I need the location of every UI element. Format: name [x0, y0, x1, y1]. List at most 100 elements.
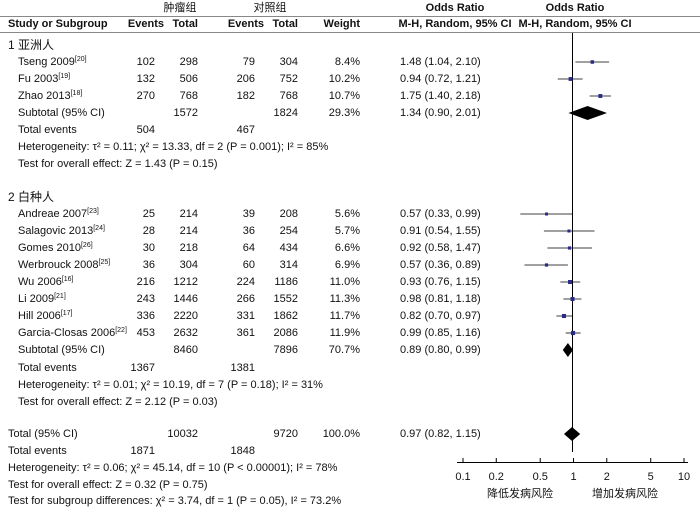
total2-cell: 2086 [273, 327, 298, 339]
total-events-label: Total events [18, 362, 77, 374]
ci-cell: 1.34 (0.90, 2.01) [400, 107, 481, 119]
study-name: Tseng 2009 [18, 56, 75, 68]
total1-column-header: Total [172, 18, 198, 30]
study-square [568, 77, 573, 81]
study-ref: [21] [54, 293, 66, 300]
events2-cell: 182 [236, 90, 255, 102]
total1-cell: 1212 [173, 276, 198, 288]
ci-cell: 0.93 (0.76, 1.15) [400, 276, 481, 288]
events2-cell: 1848 [230, 445, 255, 457]
pooled-diamond [568, 106, 608, 120]
study-square [570, 296, 575, 302]
events1-cell: 243 [136, 293, 155, 305]
method-plot-header: M-H, Random, 95% CI [518, 18, 632, 30]
x-tick-label: 2 [604, 471, 610, 483]
ci-cell: 0.57 (0.36, 0.89) [400, 259, 481, 271]
events2-cell: 36 [242, 225, 255, 237]
events2-cell: 39 [242, 208, 255, 220]
events2-cell: 361 [236, 327, 255, 339]
x-tick-label: 0.5 [533, 471, 548, 483]
study-column-header: Study or Subgroup [8, 18, 108, 30]
study-name: Werbrouck 2008 [18, 259, 99, 271]
total2-column-header: Total [272, 18, 298, 30]
study-name: Hill 2006 [18, 310, 61, 322]
pooled-diamond [562, 343, 574, 357]
total-overall-effect-text: Test for overall effect: Z = 0.32 (P = 0… [8, 479, 208, 491]
ci-cell: 0.97 (0.82, 1.15) [400, 428, 481, 440]
total-events-label: Total events [18, 124, 77, 136]
subtotal-label: Subtotal (95% CI) [18, 107, 105, 119]
events1-cell: 102 [136, 56, 155, 68]
study-ref: [25] [98, 259, 111, 266]
weight-cell: 70.7% [328, 344, 360, 356]
favours-left-label: 降低发病风险 [487, 486, 553, 500]
ci-cell: 0.89 (0.80, 0.99) [400, 344, 481, 356]
study-square [570, 330, 576, 336]
total2-cell: 1862 [273, 310, 298, 322]
total1-cell: 2220 [173, 310, 198, 322]
study-ref: [19] [58, 73, 71, 80]
study-ref: [16] [61, 276, 74, 283]
study-name: Gomes 2010 [18, 242, 81, 254]
study-ref: [18] [70, 90, 83, 97]
overall-effect-text: Test for overall effect: Z = 1.43 (P = 0… [18, 158, 218, 170]
events1-cell: 132 [136, 73, 155, 85]
total2-cell: 1552 [273, 293, 298, 305]
weight-cell: 6.6% [334, 242, 360, 254]
ci-cell: 0.94 (0.72, 1.21) [400, 73, 481, 85]
study-name: Andreae 2007 [18, 208, 88, 220]
study-ref: [20] [74, 56, 87, 63]
events1-column-header: Events [127, 18, 164, 30]
study-square [544, 263, 549, 267]
weight-cell: 8.4% [334, 56, 360, 68]
events2-cell: 331 [236, 310, 255, 322]
study-square [561, 313, 567, 319]
events1-cell: 1871 [130, 445, 155, 457]
ci-cell: 0.57 (0.33, 0.99) [400, 208, 481, 220]
study-name: Garcia-Closas 2006 [18, 327, 116, 339]
x-tick-label: 5 [648, 471, 654, 483]
total1-cell: 214 [179, 225, 198, 237]
events1-cell: 25 [142, 208, 155, 220]
weight-cell: 29.3% [328, 107, 360, 119]
ci-cell: 0.82 (0.70, 0.97) [400, 310, 481, 322]
events1-cell: 216 [136, 276, 155, 288]
group1-header: 肿瘤组 [163, 2, 197, 14]
pooled-diamond [563, 427, 581, 441]
subgroup-title: 1 亚洲人 [8, 38, 55, 52]
total2-cell: 752 [279, 73, 298, 85]
events2-cell: 64 [242, 242, 255, 254]
favours-right-label: 增加发病风险 [592, 486, 658, 500]
events1-cell: 453 [136, 327, 155, 339]
overall-effect-text: Test for overall effect: Z = 2.12 (P = 0… [18, 396, 218, 408]
weight-cell: 11.7% [329, 310, 360, 322]
weight-cell: 5.7% [334, 225, 360, 237]
x-tick-label: 0.2 [489, 471, 504, 483]
ci-cell: 1.48 (1.04, 2.10) [400, 56, 481, 68]
total-heterogeneity-text: Heterogeneity: τ² = 0.06; χ² = 45.14, df… [8, 462, 338, 474]
group2-header: 对照组 [253, 2, 287, 14]
events2-cell: 467 [236, 124, 255, 136]
total1-cell: 1446 [173, 293, 198, 305]
total1-cell: 298 [179, 56, 198, 68]
ci-cell: 0.98 (0.81, 1.18) [400, 293, 481, 305]
study-name: Li 2009 [18, 293, 55, 305]
total1-cell: 768 [179, 90, 198, 102]
study-name: Salagovic 2013 [18, 225, 94, 237]
total2-cell: 434 [279, 242, 298, 254]
study-ref: [26] [80, 242, 93, 249]
events1-cell: 504 [136, 124, 155, 136]
ci-cell: 0.92 (0.58, 1.47) [400, 242, 481, 254]
total2-cell: 768 [279, 90, 298, 102]
weight-cell: 100.0% [322, 428, 360, 440]
weight-cell: 11.9% [329, 327, 360, 339]
study-square [567, 246, 572, 250]
total2-cell: 9720 [273, 428, 298, 440]
study-ref: [17] [60, 310, 73, 317]
total2-cell: 7896 [273, 344, 298, 356]
events2-cell: 224 [236, 276, 255, 288]
header-bottom-rule [0, 32, 700, 33]
heterogeneity-text: Heterogeneity: τ² = 0.01; χ² = 10.19, df… [18, 379, 323, 391]
or-text-header: Odds Ratio [425, 2, 485, 14]
